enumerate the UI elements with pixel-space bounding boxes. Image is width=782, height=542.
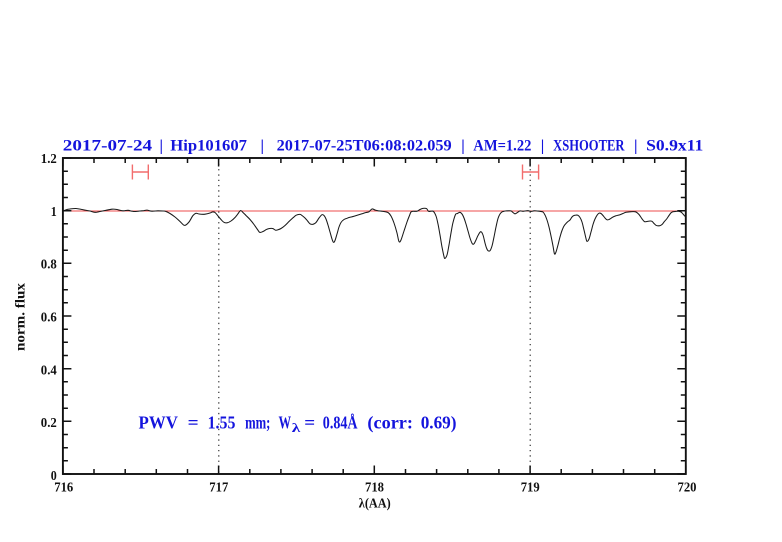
svg-text:2017-07-24: 2017-07-24 <box>63 137 152 154</box>
svg-text:720: 720 <box>678 481 697 496</box>
svg-text:2017-07-25T06:08:02.059: 2017-07-25T06:08:02.059 <box>277 137 452 154</box>
svg-text:716: 716 <box>54 481 73 496</box>
svg-text:norm. flux: norm. flux <box>14 283 29 351</box>
svg-text:Hip101607: Hip101607 <box>170 137 247 154</box>
svg-text:=: = <box>188 413 199 433</box>
svg-text:|: | <box>541 137 545 154</box>
svg-text:λ(AA): λ(AA) <box>359 496 391 511</box>
svg-text:1.2: 1.2 <box>41 152 57 167</box>
svg-text:|: | <box>634 137 638 154</box>
svg-text:(corr:: (corr: <box>367 413 413 433</box>
svg-text:|: | <box>160 137 164 154</box>
svg-text:PWV: PWV <box>139 413 179 433</box>
svg-text:1: 1 <box>51 205 57 220</box>
svg-text:0.69): 0.69) <box>421 413 457 433</box>
svg-text:0.4: 0.4 <box>41 363 57 378</box>
svg-text:AM=1.22: AM=1.22 <box>473 137 531 154</box>
svg-text:1.55: 1.55 <box>208 413 236 433</box>
svg-text:λ: λ <box>292 421 302 435</box>
svg-text:=: = <box>304 413 315 433</box>
svg-text:0.84Å: 0.84Å <box>323 413 358 433</box>
svg-text:W: W <box>279 413 292 433</box>
svg-text:0: 0 <box>51 469 57 484</box>
svg-text:mm;: mm; <box>245 413 270 433</box>
svg-text:0.8: 0.8 <box>41 258 57 273</box>
svg-text:0.6: 0.6 <box>41 311 57 326</box>
svg-text:717: 717 <box>209 481 228 496</box>
svg-text:719: 719 <box>521 481 540 496</box>
svg-text:|: | <box>461 137 465 154</box>
svg-text:718: 718 <box>365 481 384 496</box>
svg-text:XSHOOTER: XSHOOTER <box>553 137 625 154</box>
svg-text:|: | <box>261 137 265 154</box>
svg-text:0.2: 0.2 <box>41 416 57 431</box>
svg-text:S0.9x11: S0.9x11 <box>646 137 703 154</box>
